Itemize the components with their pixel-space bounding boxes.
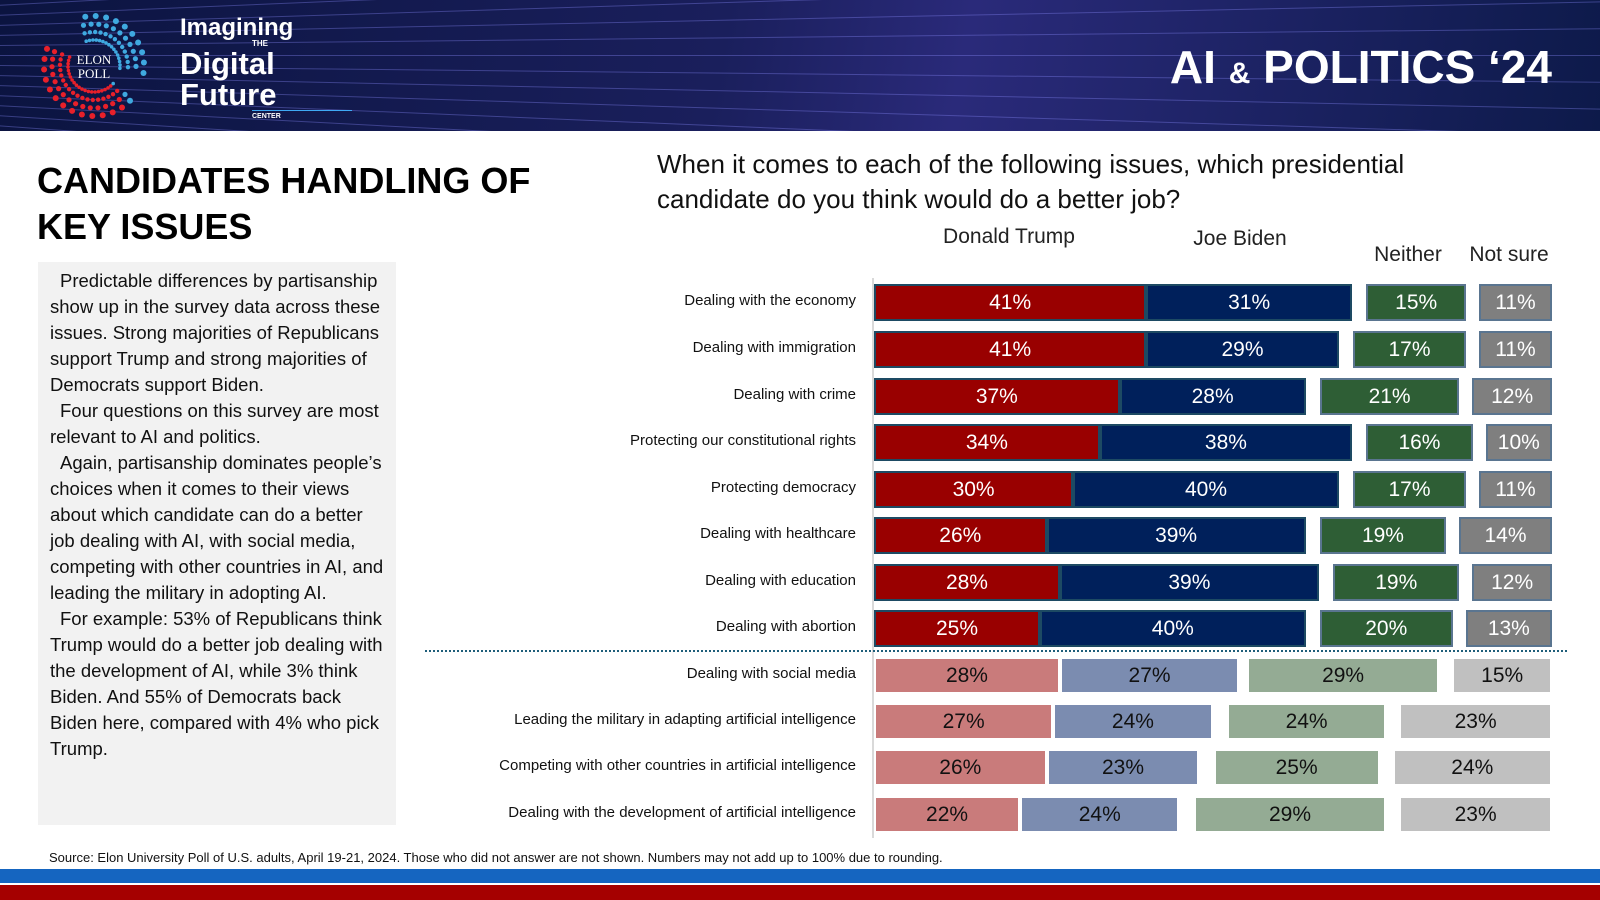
svg-text:ELON: ELON: [77, 52, 112, 67]
legend-biden: Joe Biden: [1193, 227, 1287, 250]
brand-line-2: Digital: [180, 46, 275, 81]
bar-not-sure: 15%: [1452, 657, 1552, 694]
category-label: Dealing with social media: [686, 665, 856, 682]
bar-joe-biden: 28%: [1119, 378, 1306, 415]
bar-donald-trump: 27%: [874, 703, 1054, 740]
slide-title: CANDIDATES HANDLING OF KEY ISSUES: [37, 160, 531, 247]
svg-text:POLL: POLL: [78, 66, 111, 81]
bar-joe-biden: 40%: [1040, 610, 1306, 647]
paragraph: Four questions on this survey are most r…: [50, 400, 379, 447]
axis-line: [872, 278, 874, 838]
bar-donald-trump: 28%: [874, 657, 1060, 694]
bar-neither: 17%: [1353, 471, 1466, 508]
bar-not-sure: 23%: [1399, 703, 1552, 740]
category-label: Dealing with the economy: [684, 292, 856, 309]
bar-not-sure: 12%: [1472, 378, 1552, 415]
category-label: Protecting our constitutional rights: [630, 432, 856, 449]
bar-not-sure: 12%: [1472, 564, 1552, 601]
commentary-box: Predictable differences by partisanship …: [38, 262, 396, 825]
bar-neither: 19%: [1333, 564, 1460, 601]
decorative-line: [0, 55, 1600, 56]
source-note: Source: Elon University Poll of U.S. adu…: [49, 850, 943, 865]
imagining-digital-future-logo: Imagining THE Digital Future CENTER: [180, 16, 352, 120]
category-label: Dealing with crime: [733, 386, 856, 403]
main-title: AI & POLITICS ‘24: [1170, 40, 1552, 94]
bar-neither: 24%: [1226, 703, 1387, 740]
brand-line-1: Imagining: [180, 14, 294, 41]
bar-joe-biden: 39%: [1046, 517, 1306, 554]
brand-center: CENTER: [252, 110, 352, 120]
bar-not-sure: 23%: [1399, 796, 1552, 833]
bar-donald-trump: 41%: [874, 284, 1147, 321]
header-banner: ELON POLL Imagining THE Digital Future CE…: [0, 0, 1600, 131]
category-label: Dealing with healthcare: [700, 525, 856, 542]
category-label: Dealing with the development of artifici…: [508, 804, 856, 821]
title-amp: &: [1228, 57, 1251, 90]
bar-joe-biden: 24%: [1053, 703, 1213, 740]
bar-joe-biden: 27%: [1059, 657, 1240, 694]
bar-neither: 29%: [1246, 657, 1440, 694]
bar-neither: 15%: [1366, 284, 1466, 321]
bar-neither: 29%: [1193, 796, 1387, 833]
brand-the: THE: [252, 39, 268, 48]
bar-donald-trump: 34%: [874, 424, 1100, 461]
footer-stripe-blue: [0, 869, 1600, 883]
category-label: Protecting democracy: [710, 479, 856, 496]
bar-joe-biden: 38%: [1099, 424, 1353, 461]
bar-joe-biden: 40%: [1073, 471, 1339, 508]
bar-joe-biden: 24%: [1020, 796, 1180, 833]
bar-neither: 19%: [1319, 517, 1447, 554]
bar-neither: 16%: [1366, 424, 1473, 461]
chart-title: When it comes to each of the following i…: [657, 149, 1405, 214]
bar-joe-biden: 31%: [1146, 284, 1353, 321]
bar-neither: 20%: [1319, 610, 1453, 647]
bar-donald-trump: 41%: [874, 331, 1147, 368]
bar-donald-trump: 37%: [874, 378, 1120, 415]
brand-line-3: Future: [180, 77, 277, 112]
bar-not-sure: 14%: [1459, 517, 1552, 554]
bar-neither: 17%: [1353, 331, 1466, 368]
title-politics: POLITICS ‘24: [1263, 41, 1552, 93]
bar-donald-trump: 26%: [874, 749, 1047, 786]
paragraph: Predictable differences by partisanship …: [50, 270, 381, 395]
bar-not-sure: 13%: [1465, 610, 1552, 647]
bar-donald-trump: 25%: [874, 610, 1040, 647]
bar-neither: 21%: [1319, 378, 1460, 415]
bar-joe-biden: 29%: [1146, 331, 1339, 368]
legend-trump: Donald Trump: [943, 225, 1075, 248]
bar-donald-trump: 28%: [874, 564, 1060, 601]
ai-section-divider: [425, 650, 1567, 652]
paragraph: Again, partisanship dominates people’s c…: [50, 452, 384, 603]
footer-stripe-red: [0, 885, 1600, 900]
bar-not-sure: 10%: [1485, 424, 1552, 461]
legend-not-sure: Not sure: [1469, 243, 1549, 266]
category-label: Dealing with abortion: [715, 618, 856, 635]
bar-not-sure: 11%: [1478, 331, 1552, 368]
paragraph: For example: 53% of Republicans think Tr…: [50, 608, 383, 759]
category-label: Competing with other countries in artifi…: [499, 757, 856, 774]
bar-donald-trump: 30%: [874, 471, 1074, 508]
category-label: Dealing with education: [705, 572, 856, 589]
bar-not-sure: 11%: [1478, 471, 1552, 508]
category-label: Dealing with immigration: [692, 339, 856, 356]
bar-donald-trump: 22%: [874, 796, 1021, 833]
bar-joe-biden: 39%: [1059, 564, 1319, 601]
bar-not-sure: 11%: [1478, 284, 1552, 321]
legend-neither: Neither: [1374, 243, 1442, 266]
category-label: Leading the military in adapting artific…: [514, 711, 856, 728]
bar-joe-biden: 23%: [1046, 749, 1200, 786]
bar-donald-trump: 26%: [874, 517, 1047, 554]
title-ai: AI: [1169, 41, 1216, 93]
bar-not-sure: 24%: [1392, 749, 1552, 786]
bar-neither: 25%: [1213, 749, 1380, 786]
